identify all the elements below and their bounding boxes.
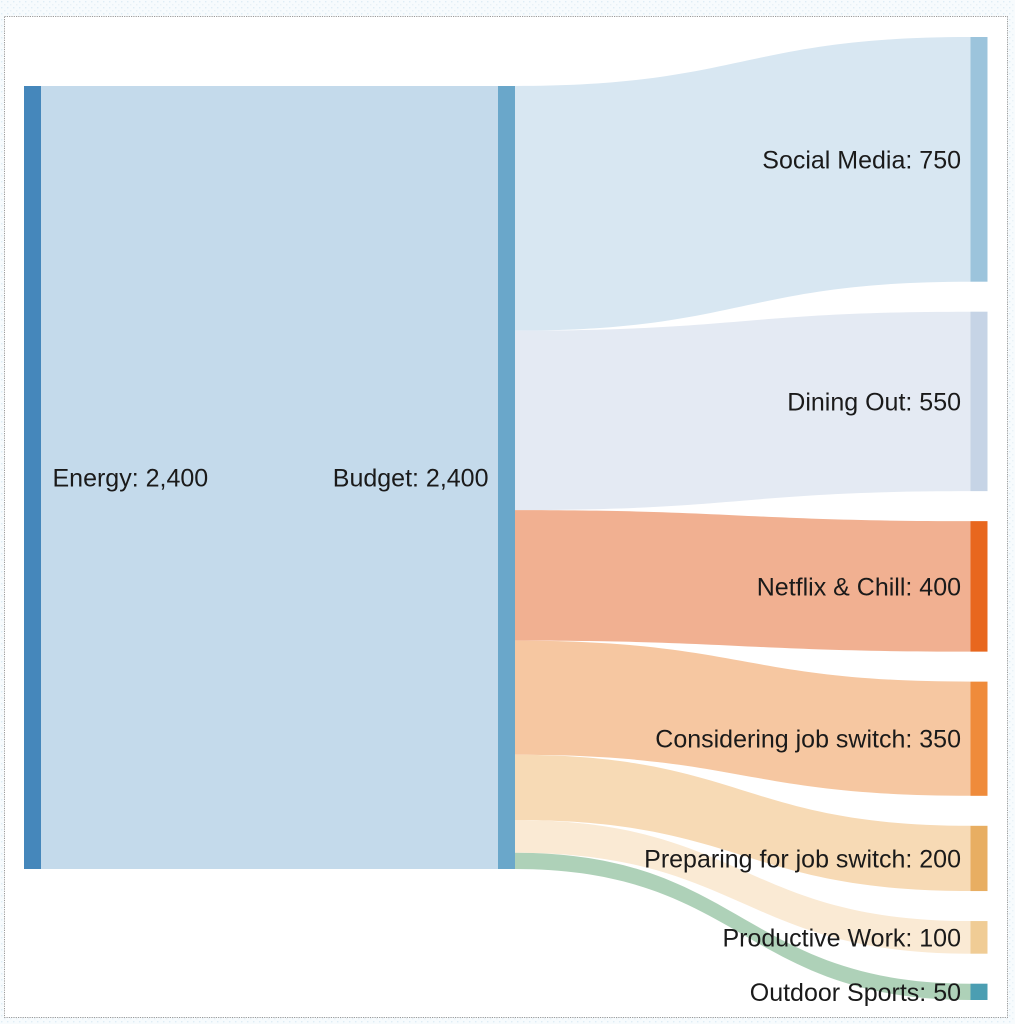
svg-text:Outdoor Sports: 50: Outdoor Sports: 50	[750, 979, 961, 1007]
svg-text:Dining Out: 550: Dining Out: 550	[787, 388, 961, 416]
svg-text:Productive Work: 100: Productive Work: 100	[722, 924, 961, 952]
svg-text:Budget: 2,400: Budget: 2,400	[333, 465, 489, 493]
svg-text:Energy: 2,400: Energy: 2,400	[53, 465, 209, 493]
svg-text:Preparing for job switch: 200: Preparing for job switch: 200	[644, 845, 961, 873]
svg-text:Social Media: 750: Social Media: 750	[762, 146, 961, 174]
svg-text:Netflix & Chill: 400: Netflix & Chill: 400	[757, 573, 961, 601]
svg-text:Considering job switch: 350: Considering job switch: 350	[655, 726, 961, 754]
